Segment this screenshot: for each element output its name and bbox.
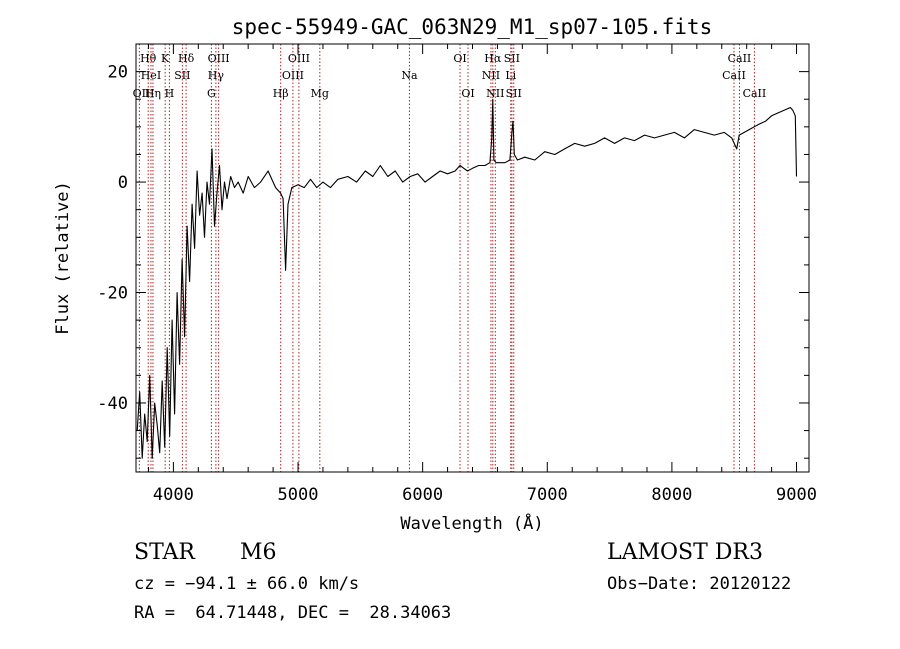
x-tick-label: 4000	[153, 485, 194, 505]
line-marker-label: OI	[461, 87, 474, 100]
line-marker-label: Hγ	[208, 69, 225, 82]
x-tick-label: 7000	[527, 485, 568, 505]
line-marker-label: Hα	[484, 52, 502, 65]
line-marker-label: H	[165, 87, 175, 100]
line-marker-label: Mg	[311, 87, 329, 100]
object-class: STAR	[134, 540, 195, 565]
line-marker-label: CaII	[728, 52, 752, 65]
y-axis-label: Flux (relative)	[53, 181, 73, 335]
line-marker-label: SII	[506, 87, 522, 100]
line-marker-label: Hθ	[140, 52, 157, 65]
line-marker-label: CaII	[722, 69, 746, 82]
line-marker-label: Hδ	[178, 52, 195, 65]
line-marker-label: OII	[133, 87, 151, 100]
line-marker-label: CaII	[743, 87, 767, 100]
y-tick-label: -40	[97, 394, 128, 414]
x-tick-label: 9000	[776, 485, 817, 505]
y-tick-label: 0	[118, 173, 128, 193]
line-marker-label: NII	[482, 69, 500, 82]
line-marker-label: Hη	[145, 87, 161, 100]
line-marker-label: OIII	[208, 52, 230, 65]
y-tick-label: -20	[97, 284, 128, 304]
line-marker-label: OI	[453, 52, 466, 65]
y-tick-label: 20	[108, 63, 128, 83]
observation-date: Obs−Date: 20120122	[607, 574, 792, 594]
line-marker-label: SII	[504, 52, 520, 65]
object-subclass: M6	[240, 540, 277, 565]
line-marker-label: SII	[174, 69, 190, 82]
line-marker-label: Hβ	[273, 87, 289, 100]
redshift-cz: cz = −94.1 ± 66.0 km/s	[134, 574, 360, 594]
spectrum-series-line	[136, 98, 798, 459]
x-tick-label: 6000	[402, 485, 443, 505]
line-marker-label: OIII	[282, 69, 304, 82]
chart-title: spec-55949-GAC_063N29_M1_sp07-105.fits	[232, 15, 712, 39]
line-marker-label: HeI	[141, 69, 161, 82]
line-marker-label: K	[161, 52, 170, 65]
plot-frame	[135, 43, 810, 473]
line-marker-label: NII	[486, 87, 504, 100]
line-marker-label: OIII	[288, 52, 310, 65]
line-marker-label: Na	[401, 69, 418, 82]
x-tick-label: 8000	[651, 485, 692, 505]
line-marker-label: G	[207, 87, 216, 100]
x-tick-label: 5000	[278, 485, 319, 505]
line-marker-label: Li	[505, 69, 516, 82]
coordinates: RA = 64.71448, DEC = 28.34063	[134, 603, 452, 623]
x-axis-label: Wavelength (Å)	[400, 512, 543, 534]
survey-name: LAMOST DR3	[607, 540, 763, 565]
